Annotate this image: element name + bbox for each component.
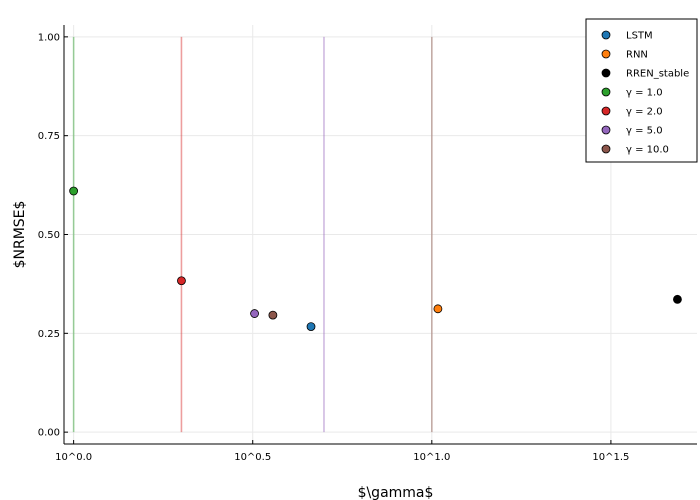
- x-tick-label: 10^0.0: [55, 452, 92, 463]
- legend-marker: [601, 144, 611, 154]
- legend-label: γ = 10.0: [626, 145, 669, 156]
- y-tick-label: 0.50: [38, 230, 60, 241]
- legend-marker: [601, 106, 611, 116]
- legend-label: RNN: [626, 50, 648, 61]
- legend-marker: [601, 49, 611, 59]
- y-tick-label: 1.00: [38, 32, 60, 43]
- x-axis-label: $\gamma$: [358, 485, 434, 500]
- legend-label: RREN_stable: [626, 69, 689, 80]
- legend-label: γ = 1.0: [626, 88, 663, 99]
- x-ticks: 10^0.0 10^0.5 10^1.0 10^1.5: [55, 440, 629, 463]
- point--2-0: [177, 276, 186, 286]
- y-tick-label: 0.00: [38, 428, 60, 439]
- x-tick-label: 10^1.0: [413, 452, 450, 463]
- y-ticks: 0.00 0.25 0.50 0.75 1.00: [38, 32, 68, 439]
- point-rren-stable: [673, 294, 682, 304]
- point-lstm: [306, 322, 316, 332]
- point--10-0: [268, 310, 278, 320]
- x-tick-label: 10^0.5: [234, 452, 271, 463]
- x-tick-label: 10^1.5: [592, 452, 629, 463]
- y-tick-label: 0.75: [38, 131, 60, 142]
- legend-label: LSTM: [626, 31, 653, 42]
- legend-label: γ = 2.0: [626, 107, 663, 118]
- point--1-0: [69, 186, 79, 196]
- data-points: [69, 186, 682, 332]
- legend-marker: [601, 125, 611, 135]
- point-rnn: [433, 304, 443, 314]
- point--5-0: [250, 309, 259, 318]
- legend-marker: [601, 30, 611, 40]
- y-axis-label: $NRMSE$: [12, 201, 28, 269]
- legend-marker: [601, 68, 611, 78]
- legend-label: γ = 5.0: [626, 126, 663, 137]
- y-tick-label: 0.25: [38, 329, 60, 340]
- legend-marker: [601, 87, 611, 97]
- reference-lines: [72, 36, 433, 433]
- legend: LSTM RNN RREN_stable γ = 1.0 γ = 2.0 γ = 5.0 γ…: [585, 18, 698, 163]
